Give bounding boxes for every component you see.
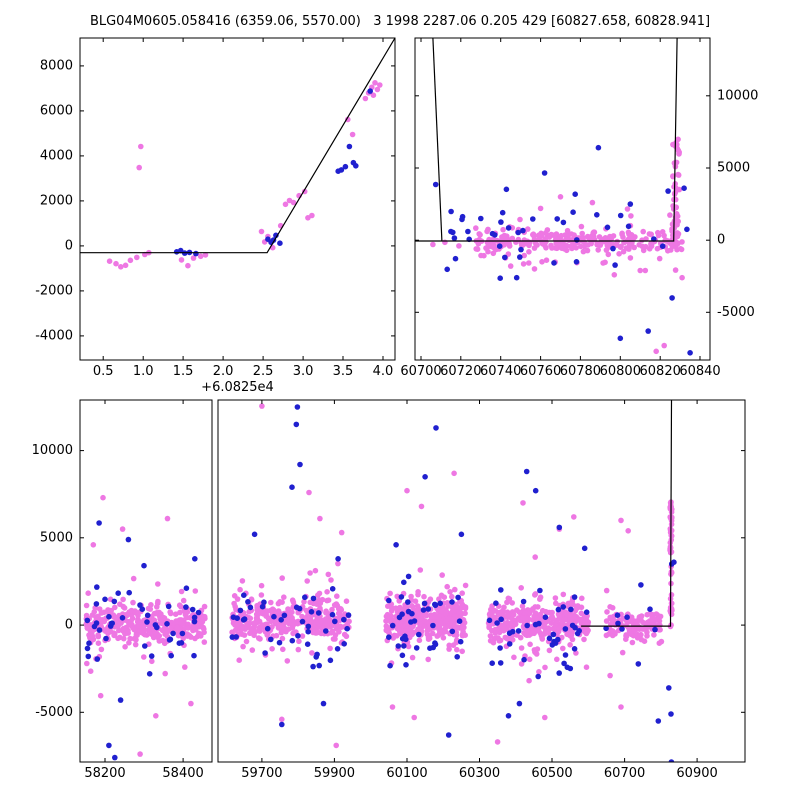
scatter-points-blue — [448, 144, 693, 356]
x-tick-label: 60720 — [440, 364, 481, 379]
y-tick-label: 8000 — [40, 58, 73, 73]
x-tick-label: 59700 — [241, 766, 282, 781]
y-tick-label: 0 — [65, 238, 73, 253]
x-tick-label: 1.0 — [133, 364, 154, 379]
scatter-cluster-blue — [386, 573, 464, 669]
x-tick-label: 60800 — [600, 364, 641, 379]
scatter-cluster-blue — [84, 584, 202, 677]
x-tick-label: 60780 — [560, 364, 601, 379]
x-tick-label: 60760 — [520, 364, 561, 379]
x-tick-label: 60700 — [400, 364, 441, 379]
y-tick-label: 2000 — [40, 193, 73, 208]
x-tick-label: 60700 — [604, 766, 645, 781]
model-line — [581, 400, 673, 627]
tick-marks — [80, 38, 395, 360]
y-tick-label: 5000 — [717, 161, 750, 176]
tick-marks — [415, 38, 710, 360]
scatter-cluster-magenta — [487, 554, 590, 684]
x-tick-label: 60740 — [480, 364, 521, 379]
x-tick-label: 60500 — [531, 766, 572, 781]
axes-frame — [217, 399, 746, 763]
x-offset-label: +6.0825e4 — [201, 380, 274, 395]
x-tick-label: 60300 — [459, 766, 500, 781]
axes-frame — [414, 37, 711, 361]
scatter-cluster-blue — [603, 606, 658, 667]
scatter-cluster-blue — [432, 181, 690, 282]
scatter-cluster-magenta — [84, 575, 208, 699]
plot-top-right-season: 6070060720607406076060780608006082060840… — [400, 37, 758, 379]
x-tick-label: 2.5 — [253, 364, 274, 379]
axes-frame — [79, 37, 396, 361]
x-tick-label: 0.5 — [93, 364, 114, 379]
scatter-points-magenta — [430, 194, 685, 355]
y-tick-label: 0 — [65, 618, 73, 633]
tick-labels: 58200 58400 -5000 0 5000 10000 59700 59900 60100… — [32, 443, 718, 781]
y-tick-label: -4000 — [35, 328, 73, 343]
x-tick-label: 60900 — [676, 766, 717, 781]
scatter-cluster-blue — [486, 587, 590, 680]
x-tick-label: 60100 — [386, 766, 427, 781]
model-line — [80, 38, 395, 254]
scatter-cluster-magenta — [233, 560, 348, 664]
x-tick-label: 4.0 — [373, 364, 394, 379]
figure-title: BLG04M0605.058416 (6359.06, 5570.00) 3 1… — [89, 14, 711, 29]
plot-bottom-full-lightcurve: 58200 58400 -5000 0 5000 10000 59700 59900 60100… — [32, 399, 746, 781]
y-tick-label: -5000 — [717, 305, 755, 320]
y-tick-label: 4000 — [40, 148, 73, 163]
x-tick-label: 3.0 — [293, 364, 314, 379]
plot-top-left-zoom: 0.5 1.0 1.5 2.0 2.5 3.0 3.5 4.0 -4000 -2000 0 2000 4… — [35, 37, 396, 395]
scatter-cluster-blue — [229, 586, 352, 670]
x-tick-label: 58200 — [84, 766, 125, 781]
model-line — [432, 38, 443, 242]
scatter-points-blue — [96, 404, 677, 762]
tick-labels: 0.5 1.0 1.5 2.0 2.5 3.0 3.5 4.0 -4000 -2000 0 2000 4… — [35, 58, 393, 378]
scatter-points-magenta — [106, 80, 383, 270]
model-line — [415, 38, 678, 242]
scatter-layer — [83, 403, 677, 762]
axes-frame — [79, 399, 213, 763]
y-tick-label: -5000 — [35, 705, 73, 720]
y-tick-label: 5000 — [40, 530, 73, 545]
y-tick-label: -2000 — [35, 283, 73, 298]
y-tick-label: 10000 — [717, 88, 758, 103]
x-tick-label: 3.5 — [333, 364, 354, 379]
scatter-cluster-magenta — [603, 587, 663, 656]
y-tick-label: 6000 — [40, 103, 73, 118]
y-tick-label: 10000 — [32, 443, 73, 458]
x-tick-label: 1.5 — [173, 364, 194, 379]
tick-labels: 6070060720607406076060780608006082060840… — [400, 88, 758, 378]
x-tick-label: 60820 — [640, 364, 681, 379]
tick-marks — [80, 400, 745, 762]
x-tick-label: 58400 — [162, 766, 203, 781]
y-tick-label: 0 — [717, 233, 725, 248]
x-tick-label: 2.0 — [213, 364, 234, 379]
scatter-points-magenta — [90, 403, 674, 757]
x-tick-label: 60840 — [679, 364, 720, 379]
x-tick-label: 59900 — [314, 766, 355, 781]
